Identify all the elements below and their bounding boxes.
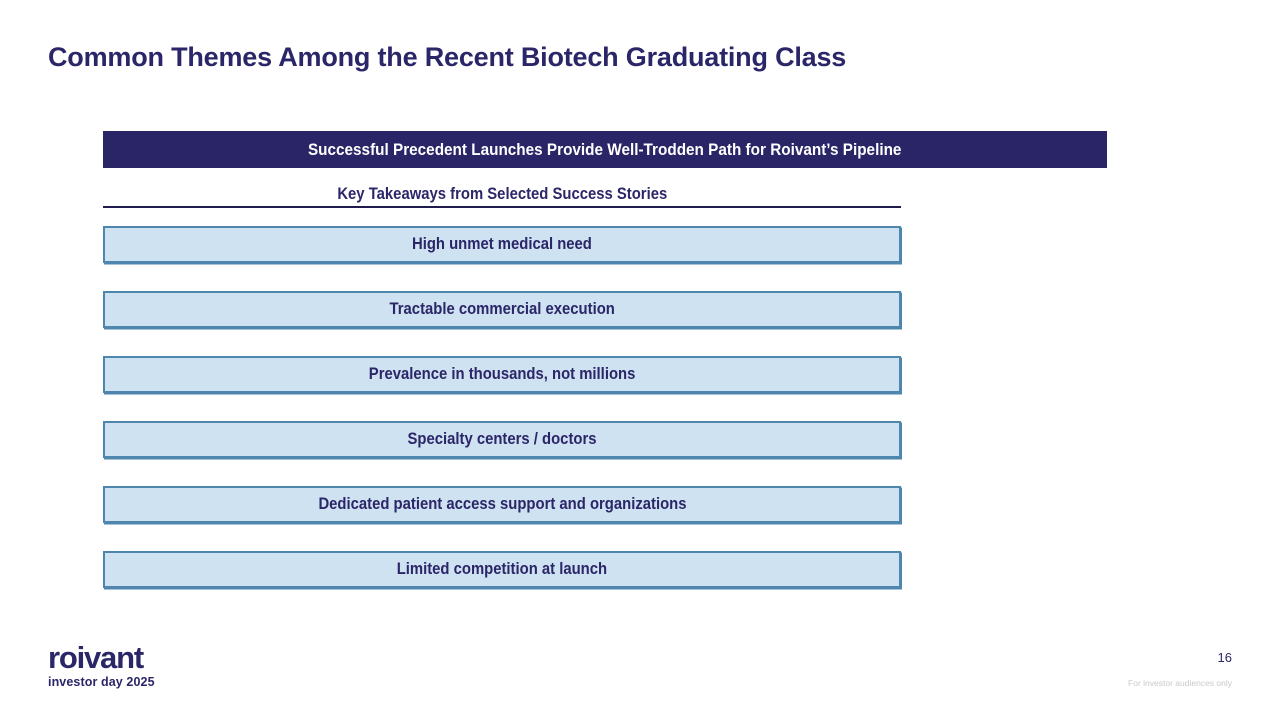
banner: Successful Precedent Launches Provide We… [103,131,1107,168]
takeaway-box: Specialty centers / doctors [103,421,901,458]
banner-text: Successful Precedent Launches Provide We… [308,139,902,159]
subheading-underline: Key Takeaways from Selected Success Stor… [103,183,901,208]
disclaimer-text: For investor audiences only [1128,678,1232,688]
takeaway-label: Specialty centers / doctors [407,430,597,448]
takeaway-box: Tractable commercial execution [103,291,901,328]
takeaway-label: Dedicated patient access support and org… [317,495,687,513]
investor-day-label: investor day 2025 [48,675,155,689]
subheading: Key Takeaways from Selected Success Stor… [337,185,667,203]
takeaway-box: Prevalence in thousands, not millions [103,356,901,393]
roivant-wordmark: roivant [48,640,144,675]
roivant-logo: roivant investor day 2025 [48,642,155,689]
takeaway-box: Limited competition at launch [103,551,901,588]
takeaway-label: High unmet medical need [412,235,592,253]
takeaway-box: High unmet medical need [103,226,901,263]
takeaway-label: Limited competition at launch [396,560,608,578]
page-number: 16 [1217,650,1232,665]
takeaway-label: Tractable commercial execution [389,300,615,318]
takeaway-box: Dedicated patient access support and org… [103,486,901,523]
page-title: Common Themes Among the Recent Biotech G… [48,42,847,72]
takeaway-label: Prevalence in thousands, not millions [368,365,636,383]
